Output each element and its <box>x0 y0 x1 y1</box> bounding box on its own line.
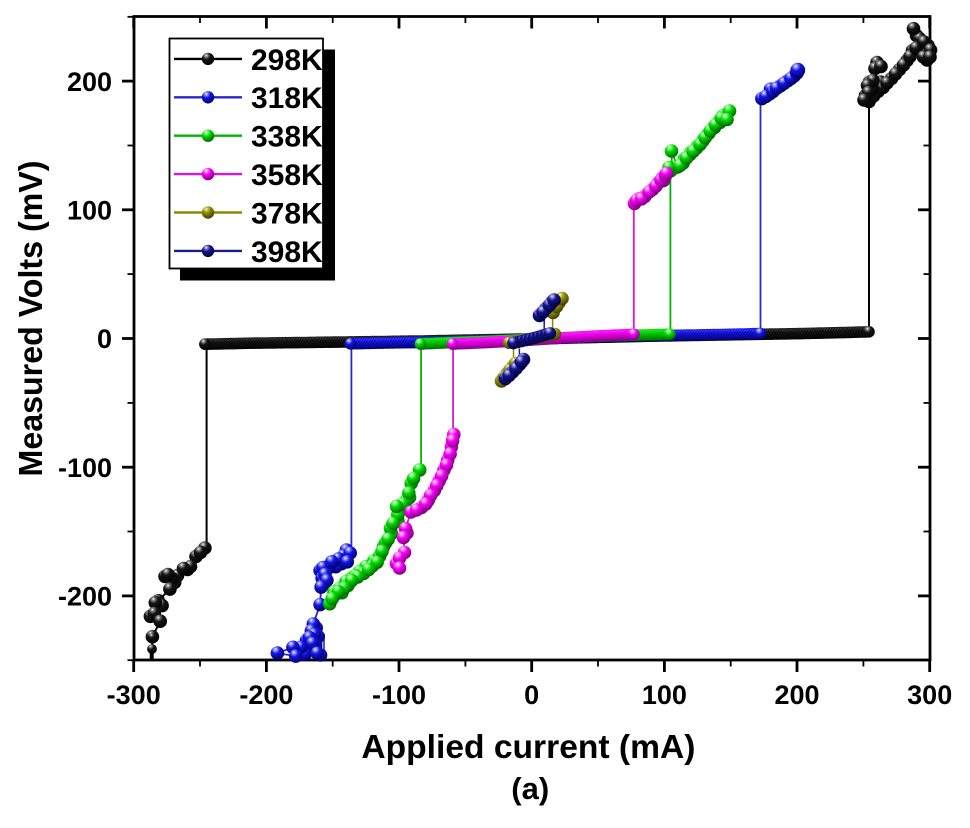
svg-text:100: 100 <box>642 680 687 710</box>
svg-text:-200: -200 <box>58 582 112 612</box>
svg-text:100: 100 <box>67 196 112 226</box>
svg-text:-200: -200 <box>239 680 293 710</box>
svg-text:338K: 338K <box>251 121 323 154</box>
svg-text:-100: -100 <box>372 680 426 710</box>
svg-text:(a): (a) <box>511 771 549 806</box>
svg-text:358K: 358K <box>251 159 323 192</box>
svg-text:0: 0 <box>524 680 539 710</box>
svg-text:300: 300 <box>907 680 952 710</box>
svg-text:398K: 398K <box>251 236 323 269</box>
svg-text:200: 200 <box>67 67 112 97</box>
svg-text:200: 200 <box>774 680 819 710</box>
svg-text:-300: -300 <box>107 680 161 710</box>
svg-text:318K: 318K <box>251 82 323 115</box>
svg-text:0: 0 <box>97 324 112 354</box>
svg-text:378K: 378K <box>251 197 323 230</box>
svg-text:298K: 298K <box>251 44 323 77</box>
svg-text:Applied current (mA): Applied current (mA) <box>361 729 695 766</box>
svg-text:Measured Volts (mV): Measured Volts (mV) <box>12 161 49 477</box>
svg-text:-100: -100 <box>58 453 112 483</box>
